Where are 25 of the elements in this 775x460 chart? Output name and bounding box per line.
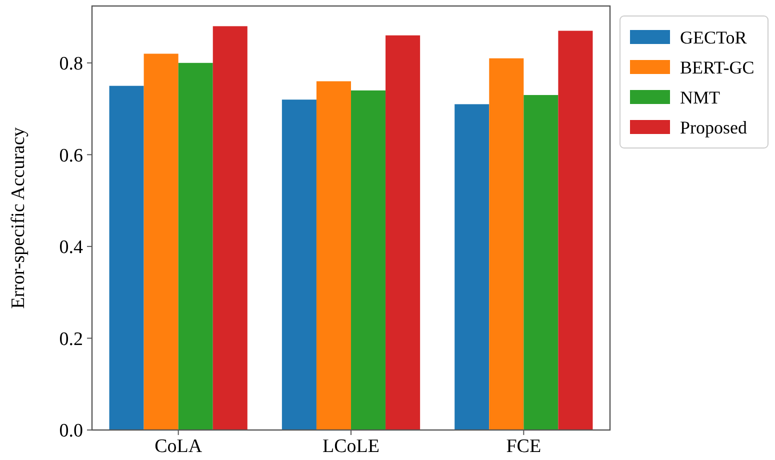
legend-label: BERT-GC [680,57,754,78]
legend-label: Proposed [680,117,747,138]
bar [558,30,593,430]
x-tick-label: CoLA [154,436,202,457]
bar [282,100,316,430]
bar [351,90,386,430]
bar [386,35,420,430]
bar [454,104,490,430]
y-tick-label: 0.8 [59,54,83,75]
legend-label: GECToR [680,27,747,48]
x-tick-label: LCoLE [322,436,380,457]
bar [212,26,248,430]
bar [489,58,524,430]
bar [524,95,558,430]
y-tick-label: 0.2 [59,328,83,350]
bar [109,86,144,430]
legend-label: NMT [680,87,720,108]
bar [144,54,178,430]
y-tick-label: 0.6 [59,145,83,166]
x-tick-label: FCE [506,436,542,457]
y-tick-label: 0.4 [59,237,84,258]
bar [178,62,213,430]
bar [316,81,351,430]
y-axis-title: Error-specific Accuracy [8,126,29,309]
y-tick-label: 0.0 [59,420,83,442]
